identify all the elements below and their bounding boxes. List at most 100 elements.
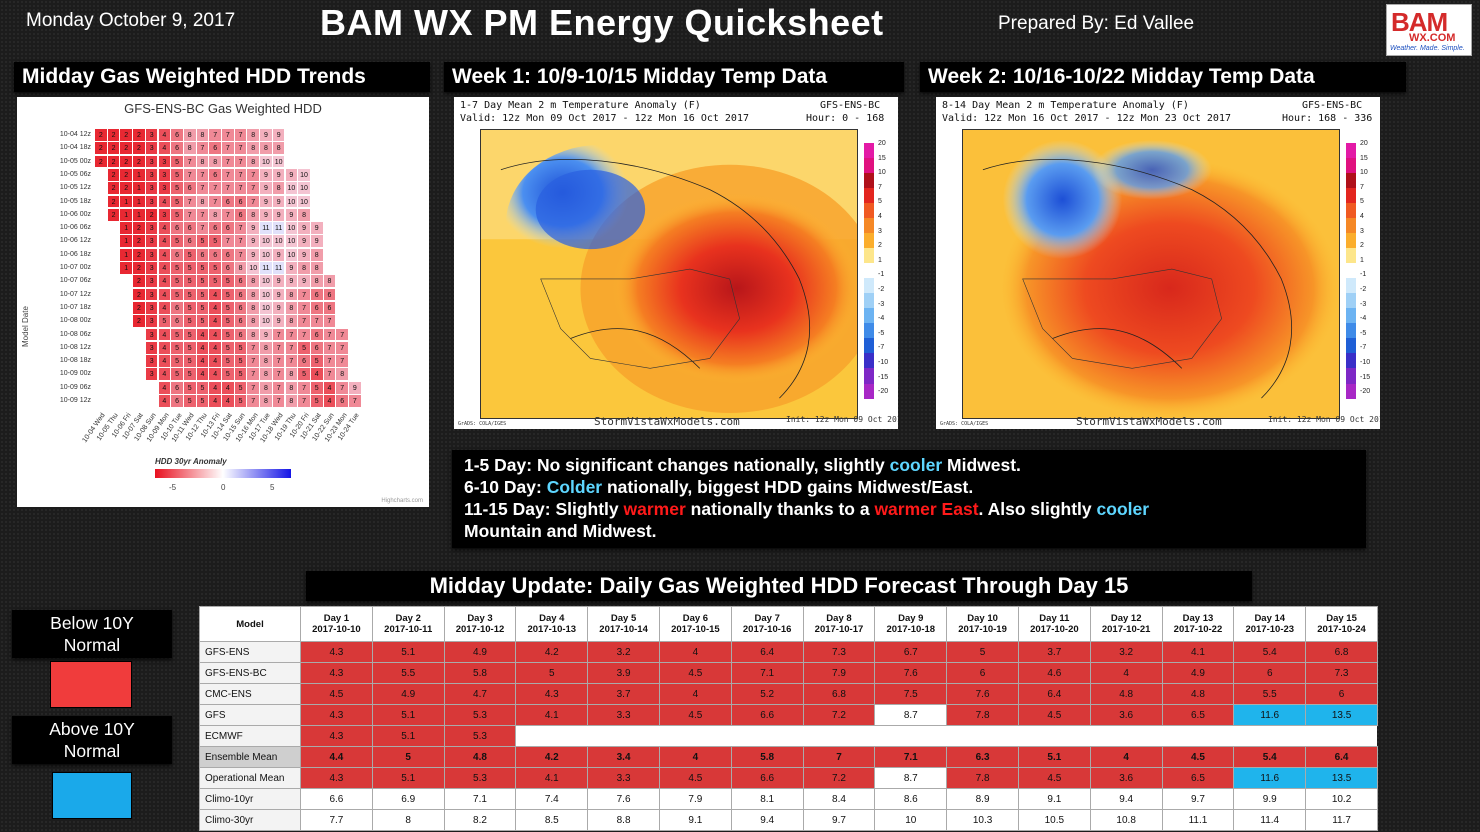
heatmap-cell: 3 — [145, 328, 159, 342]
heatmap-cell: 5 — [183, 275, 197, 289]
heatmap-cell: 7 — [247, 168, 261, 182]
heatmap-cell: 9 — [285, 262, 299, 275]
heatmap-cell: 10 — [285, 195, 299, 209]
heatmap-cell: 11 — [272, 262, 286, 275]
heatmap-cell: 8 — [234, 262, 248, 275]
week2-map-init: Init: 12z Mon 09 Oct 2017 — [1268, 415, 1380, 424]
heatmap-cell: 7 — [272, 381, 286, 395]
heatmap-cell: 7 — [247, 395, 261, 408]
heatmap-cell: 2 — [95, 142, 108, 156]
table-cell: 4.1 — [1161, 641, 1235, 663]
heatmap-cell: 6 — [234, 195, 248, 209]
heatmap-cell: 5 — [171, 355, 184, 368]
heatmap-row-label: 10-08 12z — [59, 343, 91, 351]
table-row: ECMWF 4.3 5.1 5.3 — [199, 725, 1378, 747]
table-cell: 6.8 — [1305, 641, 1378, 663]
heatmap-cell: 6 — [209, 248, 222, 262]
week2-anomaly-map — [962, 129, 1340, 419]
heatmap-cell: 4 — [158, 275, 172, 289]
day-column-header: Day 8 2017-10-17 — [802, 606, 876, 642]
heatmap-cell: 2 — [120, 129, 134, 142]
logo-tagline: Weather. Made. Simple. — [1390, 45, 1465, 52]
table-cell: 4.8 — [1161, 683, 1235, 705]
heatmap-cell: 7 — [272, 341, 286, 355]
heatmap-cell: 7 — [183, 195, 197, 209]
heatmap-cell: 8 — [247, 301, 261, 315]
heatmap-cell: 10 — [298, 182, 311, 196]
heatmap-cell: 2 — [133, 315, 146, 329]
heatmap-row-label: 10-09 00z — [59, 370, 91, 378]
heatmap-row-label: 10-07 00z — [59, 264, 91, 271]
heatmap-cell: 8 — [260, 341, 273, 355]
table-cell: 7.4 — [515, 788, 589, 810]
table-cell: 5.4 — [1233, 641, 1307, 663]
heatmap-cell: 4 — [158, 129, 172, 142]
heatmap-cell: 4 — [323, 395, 337, 408]
heatmap-cell: 3 — [145, 168, 159, 182]
hdd-trends-title: Midday Gas Weighted HDD Trends — [14, 62, 430, 92]
heatmap-cell: 5 — [310, 355, 324, 368]
heatmap-cell: 4 — [158, 235, 172, 249]
table-cell: 10.8 — [1089, 809, 1163, 831]
note-11-15-day: 11-15 Day: Slightly warmer nationally th… — [464, 499, 1150, 519]
heatmap-cell: 2 — [95, 155, 108, 169]
table-cell: 8.7 — [874, 704, 948, 726]
heatmap-cell: 7 — [234, 168, 248, 182]
table-cell: 5.1 — [371, 641, 445, 663]
heatmap-cell: 9 — [272, 208, 286, 222]
bamwx-logo: BAM WX.COM Weather. Made. Simple. — [1386, 4, 1472, 56]
colorbar-label: -7 — [878, 344, 885, 352]
week1-map-init: Init: 12z Mon 09 Oct 2017 — [786, 415, 898, 424]
table-cell: 4.6 — [1017, 662, 1091, 684]
table-cell: 7.8 — [946, 704, 1019, 726]
heatmap-cell: 4 — [158, 262, 172, 275]
table-cell: 8 — [371, 809, 445, 831]
table-cell: 6.4 — [1017, 683, 1091, 705]
heatmap-cell: 5 — [222, 315, 235, 329]
heatmap-cell: 5 — [222, 341, 235, 355]
model-name: Climo-30yr — [199, 809, 301, 831]
heatmap-row-label: 10-09 12z — [59, 397, 91, 404]
model-name: GFS — [199, 704, 301, 726]
heatmap-cell: 5 — [171, 235, 184, 249]
heatmap-cell: 2 — [120, 168, 134, 182]
colorbar-label: 3 — [878, 227, 882, 235]
heatmap-cell: 4 — [158, 381, 172, 395]
heatmap-cell: 7 — [222, 235, 235, 249]
colorbar-label: -20 — [1360, 388, 1371, 396]
heatmap-cell: 9 — [310, 235, 324, 249]
day-column-header: Day 3 2017-10-12 — [443, 606, 517, 642]
heatmap-cell: 5 — [222, 328, 235, 342]
table-row: Ensemble Mean 4.4 5 4.8 4.2 3.4 4 5.8 7 7.1 6.3 5.1… — [199, 746, 1378, 768]
heatmap-cell: 9 — [285, 275, 299, 289]
heatmap-cell: 9 — [260, 195, 273, 209]
table-cell: 4.3 — [300, 641, 373, 663]
table-cell: 7.6 — [874, 662, 948, 684]
table-row: Climo-30yr 7.7 8 8.2 8.5 8.8 9.1 9.4 9.7 10 10.3 10… — [199, 809, 1378, 831]
table-cell: 9.1 — [658, 809, 732, 831]
heatmap-cell: 10 — [260, 275, 273, 289]
heatmap-cell: 2 — [133, 155, 146, 169]
heatmap-cell: 6 — [323, 288, 337, 302]
colorbar-label: 20 — [1360, 140, 1368, 147]
heatmap-cell: 4 — [158, 142, 172, 156]
week2-map-panel: 8-14 Day Mean 2 m Temperature Anomaly (F… — [936, 97, 1380, 429]
heatmap-cell: 8 — [310, 262, 324, 275]
heatmap-row-label: 10-05 00z — [59, 157, 91, 165]
colorbar-label: 5 — [1360, 198, 1364, 206]
table-cell: 4.3 — [515, 683, 589, 705]
heatmap-cell: 7 — [222, 168, 235, 182]
week1-title: Week 1: 10/9-10/15 Midday Temp Data — [444, 62, 904, 92]
table-row: Operational Mean 4.3 5.1 5.3 4.1 3.3 4.5 6.6 7.2… — [199, 767, 1378, 789]
table-cell: 4 — [658, 746, 732, 768]
heatmap-cell: 9 — [272, 129, 286, 142]
table-cell: 5.8 — [443, 662, 517, 684]
heatmap-cell: 4 — [209, 395, 222, 408]
colorbar-label: -1 — [1360, 271, 1367, 279]
table-cell: 5 — [515, 662, 589, 684]
heatmap-cell: 3 — [145, 368, 159, 382]
table-cell: 7.9 — [658, 788, 732, 810]
heatmap-cell: 7 — [285, 341, 299, 355]
week1-colorbar — [864, 143, 874, 399]
heatmap-cell: 5 — [183, 248, 197, 262]
